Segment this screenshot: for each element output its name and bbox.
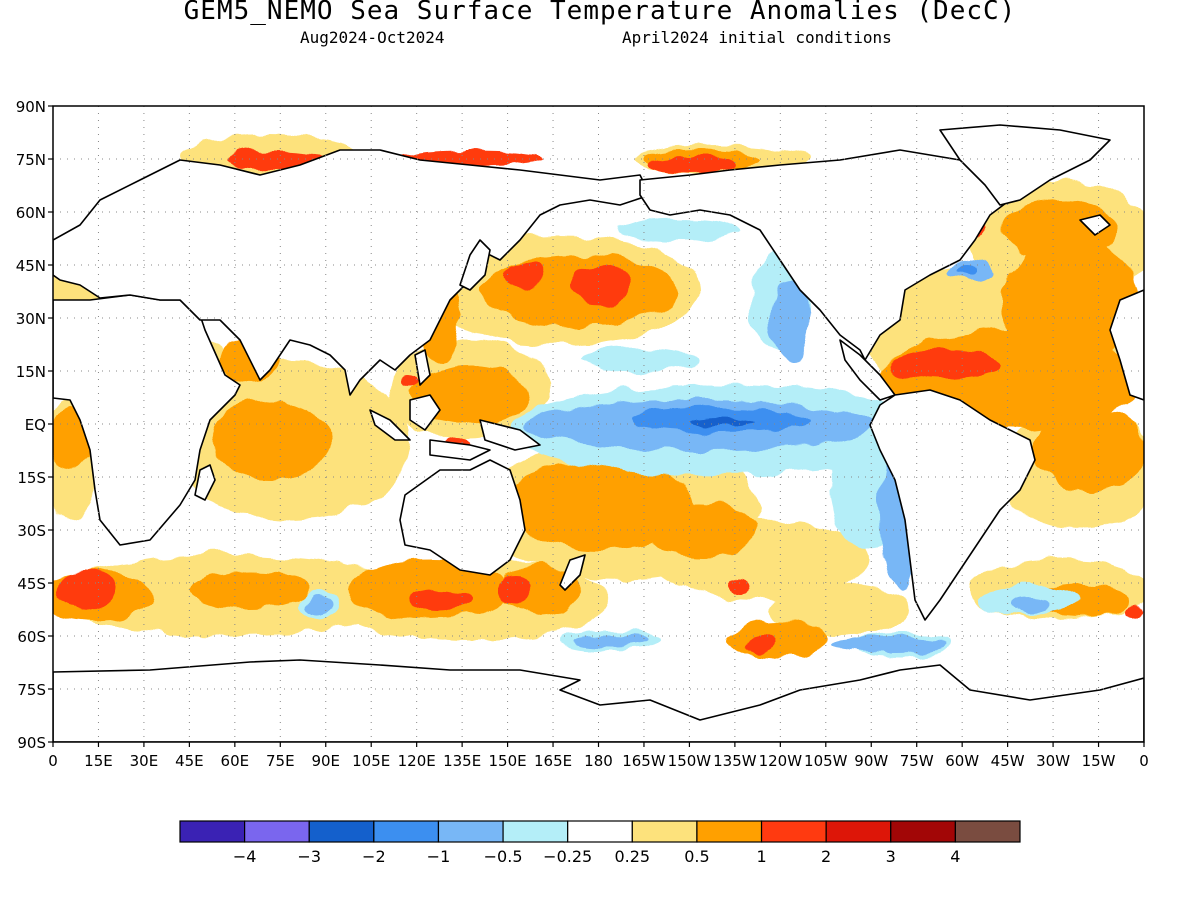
lat-tick-label: 60S (17, 628, 46, 646)
lon-tick-label: 15E (84, 752, 113, 770)
map-title: GEM5_NEMO Sea Surface Temperature Anomal… (183, 0, 1017, 26)
colorbar-label: 4 (950, 847, 960, 866)
lon-tick-label: 90E (311, 752, 340, 770)
lon-tick-label: 105W (804, 752, 848, 770)
lon-tick-label: 30W (1036, 752, 1070, 770)
lon-tick-label: 0 (48, 752, 58, 770)
australia-landmass (399, 459, 526, 576)
lat-tick-label: 90S (17, 734, 46, 752)
lon-tick-label: 90W (854, 752, 888, 770)
lat-tick-label: 45N (16, 257, 46, 275)
colorbar: −4 −3 −2 −1 −0.5 −0.25 0.25 0.5 1 2 3 4 (179, 820, 1021, 866)
lon-tick-label: 120W (759, 752, 803, 770)
borneo-landmass (409, 394, 441, 431)
valid-period-subtitle: Aug2024-Oct2024 (300, 28, 445, 47)
colorbar-swatch (308, 820, 375, 843)
colorbar-label: 0.5 (684, 847, 709, 866)
colorbar-label: −0.5 (484, 847, 523, 866)
colorbar-swatch (567, 820, 633, 843)
madagascar-landmass (194, 464, 216, 501)
colorbar-swatch (373, 820, 440, 843)
lon-tick-label: 150W (668, 752, 712, 770)
north-america-landmass (639, 149, 1011, 361)
longitude-axis: 0 15E 30E 45E 60E 75E 90E 105E 120E 135E 150E 165E 1… (48, 742, 1149, 770)
lon-tick-label: 180 (584, 752, 613, 770)
new-zealand-landmass (559, 554, 586, 591)
colorbar-swatch (825, 820, 892, 843)
colorbar-label: −1 (427, 847, 451, 866)
colorbar-label: −0.25 (543, 847, 592, 866)
lon-tick-label: 165W (622, 752, 666, 770)
colorbar-swatch (502, 820, 569, 843)
colorbar-label: −2 (362, 847, 386, 866)
lon-tick-label: 0 (1139, 752, 1149, 770)
south-america-landmass (869, 389, 1036, 621)
lat-tick-label: 30N (16, 310, 46, 328)
lon-tick-label: 135E (443, 752, 481, 770)
lat-lon-grid (53, 106, 1144, 742)
lat-tick-label: 75S (17, 681, 46, 699)
lat-tick-label: 15S (17, 469, 46, 487)
colorbar-label: 1 (756, 847, 766, 866)
lat-tick-label: 15N (16, 363, 46, 381)
lon-tick-label: 165E (534, 752, 572, 770)
lon-tick-label: 60E (221, 752, 250, 770)
lat-tick-label: 30S (17, 522, 46, 540)
lon-tick-label: 150E (489, 752, 527, 770)
lon-tick-label: 60W (945, 752, 979, 770)
lon-tick-label: 15W (1082, 752, 1116, 770)
eurasia-landmass (53, 149, 651, 396)
lat-tick-label: 45S (17, 575, 46, 593)
lon-tick-label: 30E (130, 752, 159, 770)
lon-tick-label: 45E (175, 752, 204, 770)
colorbar-swatch (760, 820, 827, 843)
java-landmass (429, 439, 491, 461)
colorbar-swatch (631, 820, 698, 843)
lat-tick-label: 60N (16, 204, 46, 222)
lat-tick-label: EQ (25, 416, 46, 434)
lon-tick-label: 45W (991, 752, 1025, 770)
anomaly-field (53, 135, 1144, 658)
lon-tick-label: 105E (352, 752, 390, 770)
iceland-landmass (1079, 214, 1111, 236)
lon-tick-label: 75W (900, 752, 934, 770)
colorbar-label: 0.25 (614, 847, 650, 866)
colorbar-label: 2 (821, 847, 831, 866)
lon-tick-label: 135W (713, 752, 757, 770)
colorbar-label: −4 (233, 847, 257, 866)
colorbar-label: −3 (297, 847, 321, 866)
lon-tick-label: 75E (266, 752, 295, 770)
central-america-landmass (839, 339, 896, 401)
colorbar-swatch (179, 820, 246, 843)
japan-landmass (459, 239, 491, 291)
initial-conditions-subtitle: April2024 initial conditions (622, 28, 892, 47)
colorbar-label: 3 (886, 847, 896, 866)
new-guinea-landmass (479, 419, 541, 451)
philippines-landmass (414, 349, 431, 386)
lon-tick-label: 120E (398, 752, 436, 770)
colorbar-swatch (244, 820, 310, 843)
colorbar-swatch (954, 820, 1021, 843)
latitude-axis: 90N 75N 60N 45N 30N 15N EQ 15S 30S 45S 60S 75S 90S (16, 98, 53, 752)
colorbar-swatch (437, 820, 504, 843)
sumatra-landmass (369, 409, 411, 441)
greenland-landmass (939, 124, 1111, 206)
lat-tick-label: 90N (16, 98, 46, 116)
colorbar-swatch (890, 820, 956, 843)
western-europe-africa-landmass (1109, 289, 1144, 401)
colorbar-swatch (696, 820, 763, 843)
lat-tick-label: 75N (16, 151, 46, 169)
